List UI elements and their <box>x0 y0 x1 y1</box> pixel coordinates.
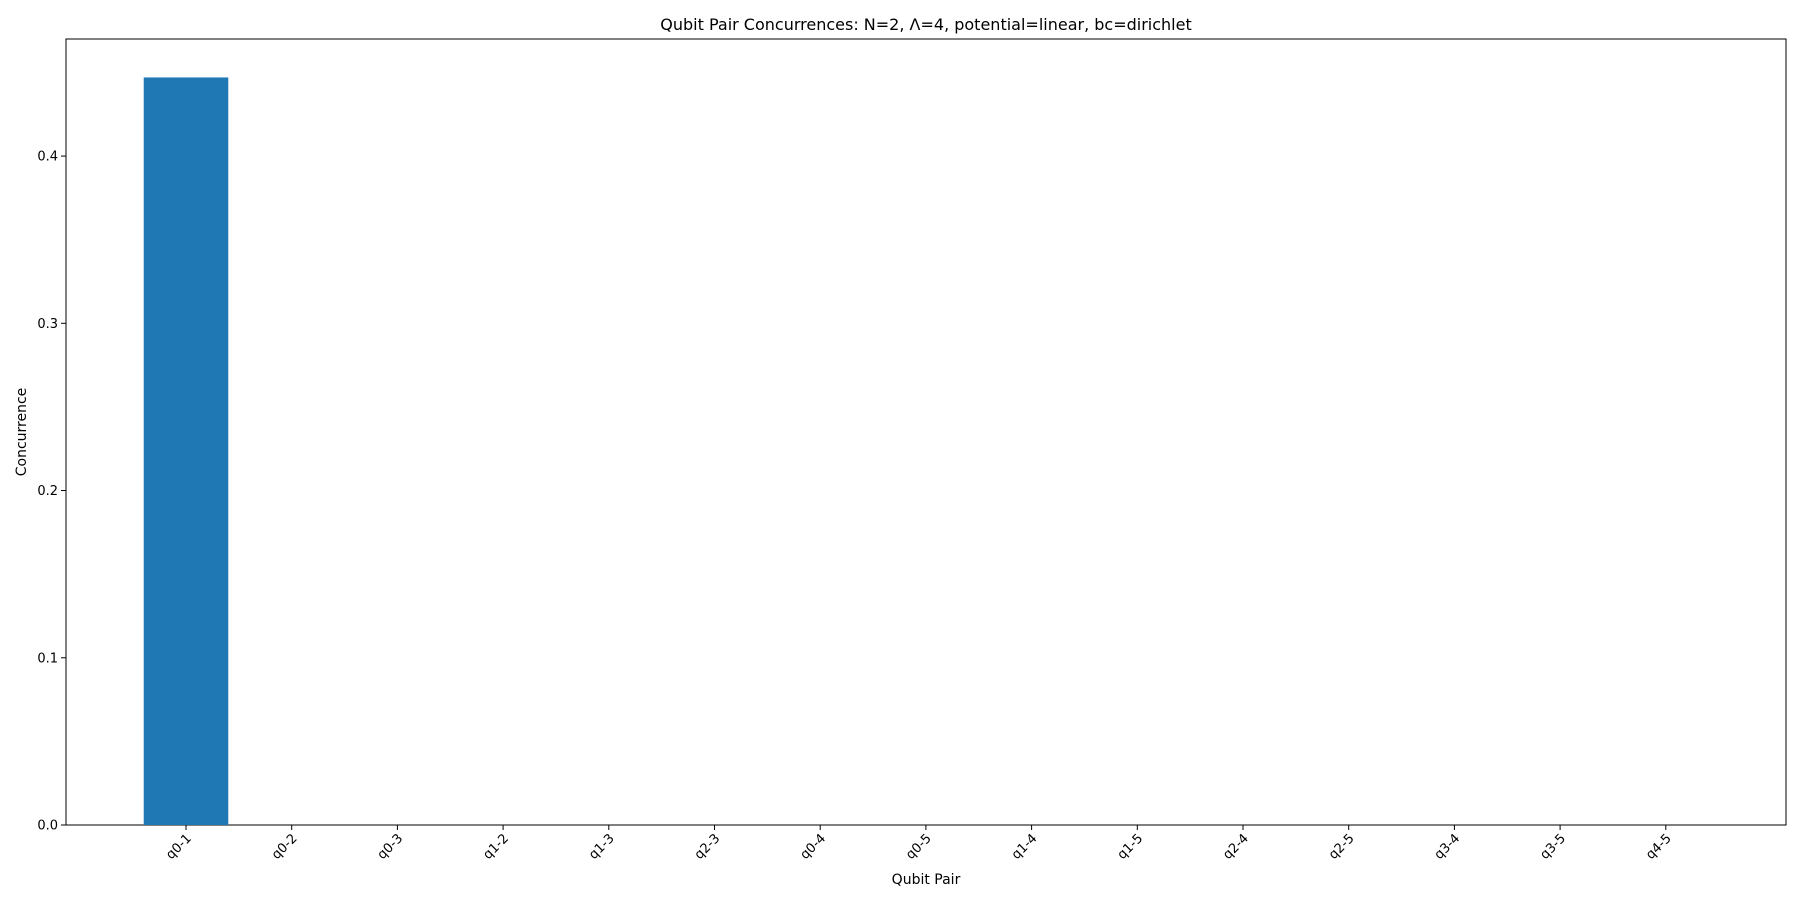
y-axis: 0.0 0.1 0.2 0.3 0.4 <box>37 150 66 834</box>
x-tick-label-q1-5: q1-5 <box>1115 831 1146 862</box>
x-tick-label-q0-4: q0-4 <box>798 831 829 862</box>
x-tick-label-q3-5: q3-5 <box>1537 831 1568 862</box>
y-tick-label: 0.2 <box>37 484 58 499</box>
x-axis: q0-1 q0-2 q0-3 q1-2 q1-3 q2-3 q0-4 q0-5 q1-4 q1-5… <box>163 825 1675 863</box>
x-tick-label-q3-4: q3-4 <box>1432 831 1463 862</box>
x-tick-label-q1-3: q1-3 <box>586 831 617 862</box>
x-tick-label-q1-2: q1-2 <box>480 831 511 862</box>
y-axis-label: Concurrence <box>14 388 30 477</box>
y-tick-label: 0.3 <box>37 317 58 332</box>
y-tick-label: 0.0 <box>37 819 58 834</box>
bar-q0-1 <box>143 77 229 825</box>
x-tick-label-q2-4: q2-4 <box>1220 831 1251 862</box>
plot-area-frame <box>65 38 1787 826</box>
x-tick-label-q0-1: q0-1 <box>163 831 194 862</box>
y-tick-label: 0.1 <box>37 651 58 666</box>
x-tick-label-q4-5: q4-5 <box>1643 831 1674 862</box>
x-axis-label: Qubit Pair <box>892 872 961 888</box>
chart-title: Qubit Pair Concurrences: N=2, Λ=4, poten… <box>660 15 1191 34</box>
x-tick-label-q0-5: q0-5 <box>903 831 934 862</box>
x-tick-label-q2-5: q2-5 <box>1326 831 1357 862</box>
x-tick-label-q1-4: q1-4 <box>1009 831 1040 862</box>
x-tick-label-q0-2: q0-2 <box>269 831 300 862</box>
x-tick-label-q2-3: q2-3 <box>692 831 723 862</box>
bars-group <box>143 77 229 825</box>
y-tick-label: 0.4 <box>37 150 58 165</box>
x-tick-label-q0-3: q0-3 <box>375 831 406 862</box>
